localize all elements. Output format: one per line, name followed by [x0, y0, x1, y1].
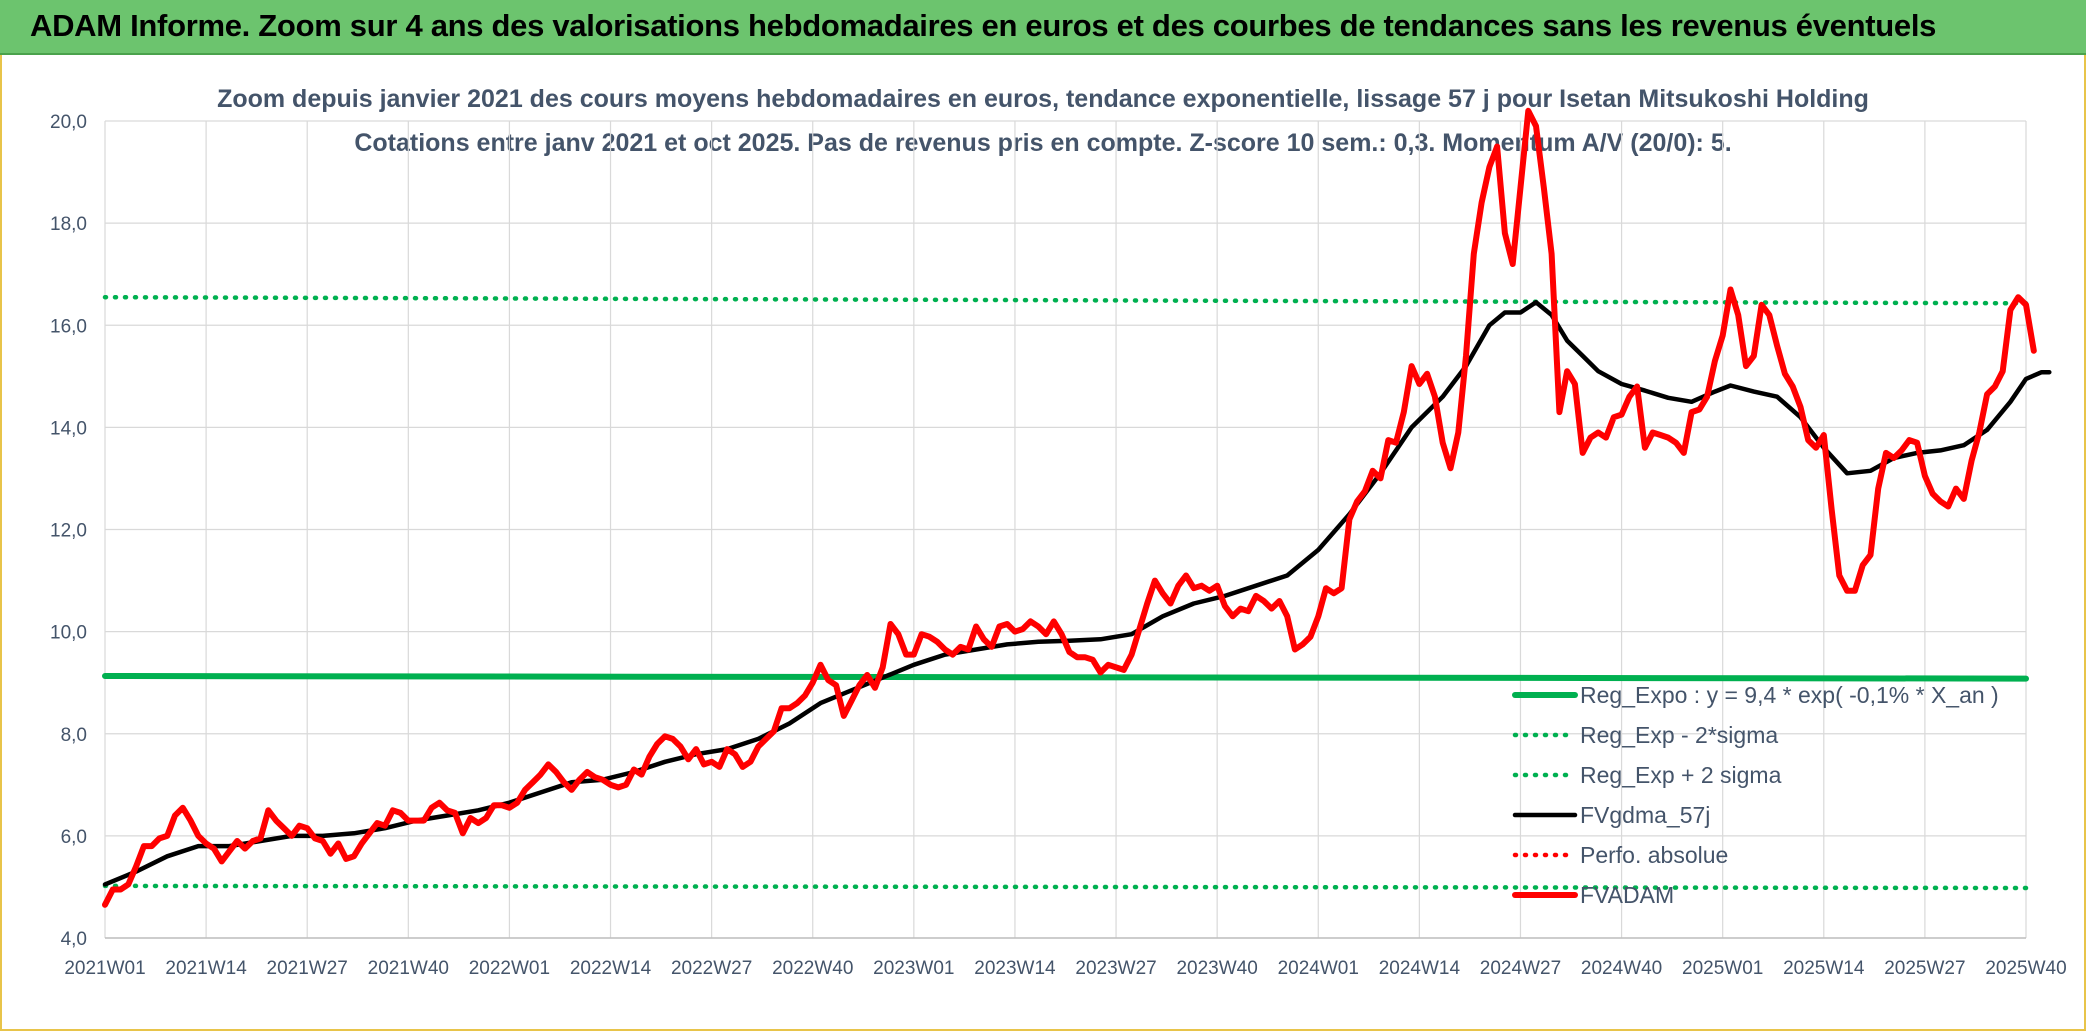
- x-tick-label: 2022W14: [570, 958, 652, 979]
- legend-label-2: Reg_Exp + 2 sigma: [1580, 762, 1782, 788]
- legend-label-5: FVADAM: [1580, 882, 1674, 908]
- report-banner-title: ADAM Informe. Zoom sur 4 ans des valoris…: [30, 8, 1937, 43]
- x-tick-label: 2024W27: [1480, 958, 1561, 979]
- x-tick-label: 2021W14: [165, 958, 247, 979]
- x-tick-label: 2023W40: [1176, 958, 1257, 979]
- x-tick-label: 2022W27: [671, 958, 752, 979]
- y-tick-label: 20,0: [50, 112, 87, 133]
- x-tick-label: 2025W27: [1884, 958, 1965, 979]
- y-tick-label: 12,0: [50, 521, 87, 542]
- x-tick-label: 2021W01: [64, 958, 145, 979]
- x-tick-label: 2021W40: [368, 958, 449, 979]
- y-tick-label: 18,0: [50, 214, 87, 235]
- x-tick-label: 2022W40: [772, 958, 853, 979]
- x-tick-label: 2025W14: [1783, 958, 1865, 979]
- x-tick-label: 2024W01: [1278, 958, 1359, 979]
- y-tick-label: 8,0: [61, 725, 87, 746]
- y-tick-label: 16,0: [50, 316, 87, 337]
- x-tick-label: 2025W40: [1985, 958, 2066, 979]
- legend-label-1: Reg_Exp - 2*sigma: [1580, 722, 1778, 748]
- legend: Reg_Expo : y = 9,4 * exp( -0,1% * X_an )…: [1512, 682, 1999, 908]
- x-tick-label: 2022W01: [469, 958, 550, 979]
- x-tick-label: 2023W01: [873, 958, 954, 979]
- chart-subtitle: Cotations entre janv 2021 et oct 2025. P…: [354, 129, 1731, 157]
- legend-label-3: FVgdma_57j: [1580, 802, 1710, 828]
- series-line-1: [102, 883, 2029, 891]
- x-axis: 2021W01 2021W14 2021W27 2021W40 2022W01 2022W…: [64, 937, 2067, 979]
- x-tick-label: 2024W40: [1581, 958, 1662, 979]
- legend-label-4: Perfo. absolue: [1580, 842, 1728, 868]
- series-line-3: [102, 300, 2052, 887]
- x-tick-label: 2023W27: [1075, 958, 1156, 979]
- y-tick-label: 10,0: [50, 623, 87, 644]
- legend-label-0: Reg_Expo : y = 9,4 * exp( -0,1% * X_an ): [1580, 682, 1999, 708]
- chart-title: Zoom depuis janvier 2021 des cours moyen…: [217, 85, 1869, 113]
- x-tick-label: 2021W27: [267, 958, 348, 979]
- series-line-2: [102, 294, 2029, 306]
- y-tick-label: 14,0: [50, 418, 87, 439]
- series-group: [102, 107, 2052, 908]
- x-tick-label: 2024W14: [1379, 958, 1461, 979]
- y-axis: 4,0 6,0 8,0 10,0 12,0 14,0 16,0 18,0 20,0: [50, 112, 87, 950]
- report-banner: ADAM Informe. Zoom sur 4 ans des valoris…: [0, 0, 2086, 55]
- x-tick-label: 2023W14: [974, 958, 1056, 979]
- series-line-5: [102, 107, 2037, 908]
- y-tick-label: 4,0: [61, 929, 87, 950]
- series-line-0: [102, 673, 2029, 682]
- y-tick-label: 6,0: [61, 827, 87, 848]
- x-tick-label: 2025W01: [1682, 958, 1763, 979]
